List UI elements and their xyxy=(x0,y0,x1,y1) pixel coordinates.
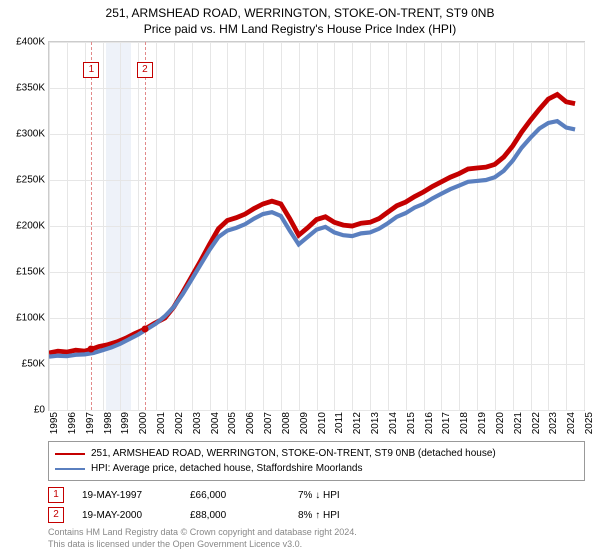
title-line-2: Price paid vs. HM Land Registry's House … xyxy=(0,22,600,38)
x-tick-label: 2013 xyxy=(370,412,381,434)
gridline-v xyxy=(584,42,585,410)
legend-swatch-property xyxy=(55,453,85,455)
series-line-hpi_avg xyxy=(49,121,575,357)
x-tick-label: 2012 xyxy=(352,412,363,434)
x-tick-label: 2019 xyxy=(477,412,488,434)
y-tick-label: £400K xyxy=(16,37,45,48)
x-tick-label: 2018 xyxy=(459,412,470,434)
x-tick-label: 2000 xyxy=(138,412,149,434)
x-tick-label: 2010 xyxy=(317,412,328,434)
chart-title-block: 251, ARMSHEAD ROAD, WERRINGTON, STOKE-ON… xyxy=(0,0,600,41)
x-tick-label: 2005 xyxy=(227,412,238,434)
legend-swatch-hpi xyxy=(55,468,85,470)
transaction-badge: 2 xyxy=(48,507,64,523)
legend-row-property: 251, ARMSHEAD ROAD, WERRINGTON, STOKE-ON… xyxy=(55,446,578,461)
x-tick-label: 2021 xyxy=(513,412,524,434)
x-tick-label: 2015 xyxy=(406,412,417,434)
transaction-delta: 7% ↓ HPI xyxy=(298,490,388,501)
x-tick-label: 2004 xyxy=(210,412,221,434)
transaction-row: 2 19-MAY-2000 £88,000 8% ↑ HPI xyxy=(48,507,585,523)
x-tick-label: 1999 xyxy=(120,412,131,434)
x-tick-label: 2007 xyxy=(263,412,274,434)
x-tick-label: 2002 xyxy=(174,412,185,434)
footnote-line-2: This data is licensed under the Open Gov… xyxy=(48,539,585,551)
title-line-1: 251, ARMSHEAD ROAD, WERRINGTON, STOKE-ON… xyxy=(0,6,600,22)
plot-region: £0£50K£100K£150K£200K£250K£300K£350K£400… xyxy=(48,41,585,411)
transaction-row: 1 19-MAY-1997 £66,000 7% ↓ HPI xyxy=(48,487,585,503)
line-series-svg xyxy=(49,42,584,410)
x-tick-label: 2001 xyxy=(156,412,167,434)
transaction-table: 1 19-MAY-1997 £66,000 7% ↓ HPI 2 19-MAY-2000 £… xyxy=(48,487,585,523)
x-tick-label: 2023 xyxy=(548,412,559,434)
y-tick-label: £350K xyxy=(16,83,45,94)
x-tick-label: 2020 xyxy=(495,412,506,434)
transaction-price: £66,000 xyxy=(190,490,280,501)
x-tick-label: 2014 xyxy=(388,412,399,434)
x-tick-label: 2017 xyxy=(441,412,452,434)
x-tick-label: 2008 xyxy=(281,412,292,434)
y-tick-label: £50K xyxy=(22,359,45,370)
transaction-delta: 8% ↑ HPI xyxy=(298,510,388,521)
transaction-callout: 1 xyxy=(83,62,99,78)
x-tick-label: 2011 xyxy=(334,412,345,434)
y-tick-label: £250K xyxy=(16,175,45,186)
footnote-line-1: Contains HM Land Registry data © Crown c… xyxy=(48,527,585,539)
x-tick-label: 2025 xyxy=(584,412,595,434)
y-tick-label: £300K xyxy=(16,129,45,140)
x-tick-label: 1997 xyxy=(85,412,96,434)
transaction-callout: 2 xyxy=(137,62,153,78)
x-tick-label: 2024 xyxy=(566,412,577,434)
x-tick-label: 2016 xyxy=(424,412,435,434)
legend-label-property: 251, ARMSHEAD ROAD, WERRINGTON, STOKE-ON… xyxy=(91,446,496,461)
transaction-point-marker xyxy=(141,326,148,333)
x-tick-label: 2009 xyxy=(299,412,310,434)
chart-area: £0£50K£100K£150K£200K£250K£300K£350K£400… xyxy=(48,41,585,411)
y-tick-label: £0 xyxy=(34,405,45,416)
transaction-date: 19-MAY-1997 xyxy=(82,490,172,501)
y-tick-label: £200K xyxy=(16,221,45,232)
y-tick-label: £100K xyxy=(16,313,45,324)
x-tick-label: 2003 xyxy=(192,412,203,434)
footnote: Contains HM Land Registry data © Crown c… xyxy=(48,527,585,550)
legend-box: 251, ARMSHEAD ROAD, WERRINGTON, STOKE-ON… xyxy=(48,441,585,481)
transaction-price: £88,000 xyxy=(190,510,280,521)
legend-row-hpi: HPI: Average price, detached house, Staf… xyxy=(55,461,578,476)
transaction-point-marker xyxy=(88,346,95,353)
legend-label-hpi: HPI: Average price, detached house, Staf… xyxy=(91,461,362,476)
series-line-property_price xyxy=(49,95,575,354)
y-tick-label: £150K xyxy=(16,267,45,278)
x-tick-label: 2022 xyxy=(531,412,542,434)
x-tick-label: 1995 xyxy=(49,412,60,434)
transaction-badge: 1 xyxy=(48,487,64,503)
x-tick-label: 1998 xyxy=(103,412,114,434)
transaction-date: 19-MAY-2000 xyxy=(82,510,172,521)
x-tick-label: 1996 xyxy=(67,412,78,434)
x-tick-label: 2006 xyxy=(245,412,256,434)
